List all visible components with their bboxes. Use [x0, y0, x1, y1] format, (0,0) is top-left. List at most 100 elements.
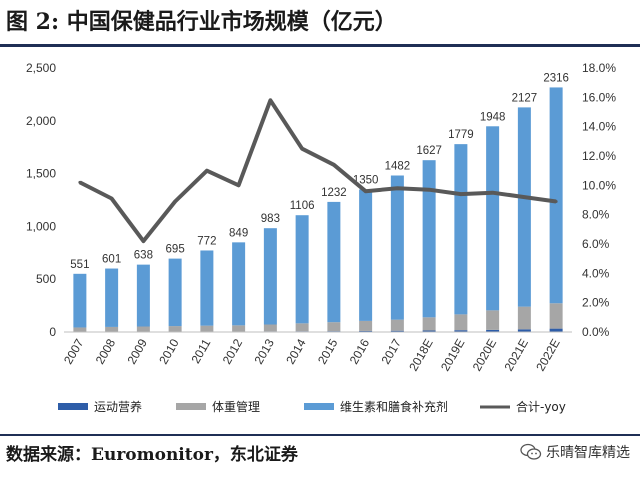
legend-weight-management-swatch	[176, 403, 206, 410]
bar-weight-management	[73, 327, 87, 332]
yoy-point	[237, 183, 241, 187]
bar-total-label: 601	[102, 254, 121, 266]
bar-total-label: 551	[70, 259, 89, 271]
right-tick-label: 10.0%	[582, 178, 616, 192]
bar-vitamins-supplements	[168, 258, 182, 327]
bar-total-label: 1106	[290, 200, 315, 212]
bar-weight-management	[200, 325, 214, 332]
source-divider	[0, 434, 640, 436]
yoy-point	[78, 180, 82, 184]
yoy-point	[300, 147, 304, 151]
bar-total-label: 1232	[321, 187, 347, 199]
bar-sports-nutrition	[549, 328, 563, 332]
yoy-point	[554, 199, 558, 203]
x-tick-label: 2007	[61, 336, 87, 366]
bar-vitamins-supplements	[390, 175, 404, 320]
yoy-point	[427, 188, 431, 192]
bar-total-label: 638	[134, 250, 153, 262]
bar-total-labels: 551 601 6386957728499831106123213501482162…	[70, 72, 569, 270]
left-tick-label: 1,000	[26, 219, 56, 233]
bar-weight-management	[327, 322, 341, 332]
right-tick-label: 0.0%	[582, 325, 610, 339]
x-tick-label: 2012	[220, 336, 246, 366]
bar-vitamins-supplements	[486, 126, 500, 311]
bar-total-label: 2127	[512, 92, 538, 104]
bar-sports-nutrition	[359, 330, 373, 332]
bar-sports-nutrition	[422, 330, 436, 332]
title-divider	[0, 44, 640, 47]
yoy-point	[491, 191, 495, 195]
right-tick-label: 4.0%	[582, 266, 610, 280]
bar-total-label: 2316	[543, 72, 569, 84]
bar-weight-management	[232, 325, 246, 332]
watermark: 乐晴智库精选	[520, 442, 630, 462]
legend-vitamins-supplements-swatch	[304, 403, 334, 410]
bar-weight-management	[422, 317, 436, 331]
x-tick-label: 2014	[283, 336, 309, 366]
bar-vitamins-supplements	[327, 201, 341, 323]
bar-sports-nutrition	[454, 330, 468, 332]
bar-vitamins-supplements	[359, 189, 373, 321]
x-tick-label: 2020E	[470, 337, 499, 374]
x-tick-label: 2010	[156, 336, 182, 366]
bar-vitamins-supplements	[454, 144, 468, 315]
yoy-point	[522, 195, 526, 199]
bar-sports-nutrition	[486, 329, 500, 332]
bar-weight-management	[168, 326, 182, 332]
yoy-point	[173, 199, 177, 203]
legend-sports-nutrition-swatch	[58, 403, 88, 410]
bar-vitamins-supplements	[200, 250, 214, 326]
legend-weight-management-label: 体重管理	[212, 399, 260, 414]
bar-weight-management	[390, 319, 404, 331]
legend-vitamins-supplements-label: 维生素和膳食补充剂	[340, 399, 448, 414]
x-axis: 2007 2008 2009 2010 2011 2012 2013 2014 2015 2016…	[61, 331, 572, 374]
yoy-point	[205, 169, 209, 173]
x-tick-label: 2017	[378, 336, 404, 366]
bar-weight-management	[136, 326, 150, 332]
left-tick-label: 2,000	[26, 114, 56, 128]
left-tick-label: 500	[36, 272, 56, 286]
bar-vitamins-supplements	[136, 264, 150, 327]
bar-vitamins-supplements	[73, 273, 87, 328]
bar-weight-management	[295, 323, 309, 332]
right-tick-label: 12.0%	[582, 149, 616, 163]
right-tick-label: 8.0%	[582, 208, 610, 222]
yoy-point	[364, 189, 368, 193]
x-tick-label: 2008	[93, 336, 119, 366]
yoy-point	[332, 163, 336, 167]
bar-series	[73, 87, 563, 332]
bar-vitamins-supplements	[232, 242, 246, 326]
bar-weight-management	[549, 303, 563, 329]
x-tick-label: 2015	[315, 336, 341, 366]
bar-total-label: 1627	[416, 145, 442, 157]
legend-sports-nutrition-label: 运动营养	[94, 399, 142, 414]
bar-total-label: 1482	[385, 161, 411, 173]
right-tick-label: 18.0%	[582, 61, 616, 75]
x-tick-label: 2022E	[533, 337, 562, 374]
bar-vitamins-supplements	[549, 87, 563, 304]
right-tick-label: 14.0%	[582, 120, 616, 134]
yoy-point	[110, 197, 114, 201]
yoy-point	[268, 98, 272, 102]
x-tick-label: 2016	[347, 336, 373, 366]
bar-total-label: 1948	[480, 111, 506, 123]
bar-vitamins-supplements	[263, 228, 277, 325]
bar-weight-management	[263, 324, 277, 332]
yoy-point	[459, 192, 463, 196]
bar-total-label: 772	[197, 235, 216, 247]
bar-sports-nutrition	[390, 330, 404, 332]
right-tick-label: 2.0%	[582, 296, 610, 310]
x-tick-label: 2021E	[501, 337, 530, 374]
left-tick-label: 2,500	[26, 61, 56, 75]
source-note: 数据来源：Euromonitor，东北证券	[6, 445, 298, 465]
x-tick-label: 2011	[188, 336, 213, 366]
right-axis: 0.0% 2.0% 4.0% 6.0% 8.0% 10.0% 12.0% 14.0% 16.0%…	[582, 61, 616, 339]
wechat-icon	[520, 443, 542, 460]
left-tick-label: 0	[49, 325, 56, 339]
bar-weight-management	[486, 310, 500, 330]
bar-vitamins-supplements	[295, 215, 309, 324]
legend: 运动营养 体重管理 维生素和膳食补充剂 合计-yoy	[58, 399, 566, 414]
bar-total-label: 1779	[448, 129, 474, 141]
yoy-point	[141, 239, 145, 243]
bar-vitamins-supplements	[105, 268, 119, 327]
